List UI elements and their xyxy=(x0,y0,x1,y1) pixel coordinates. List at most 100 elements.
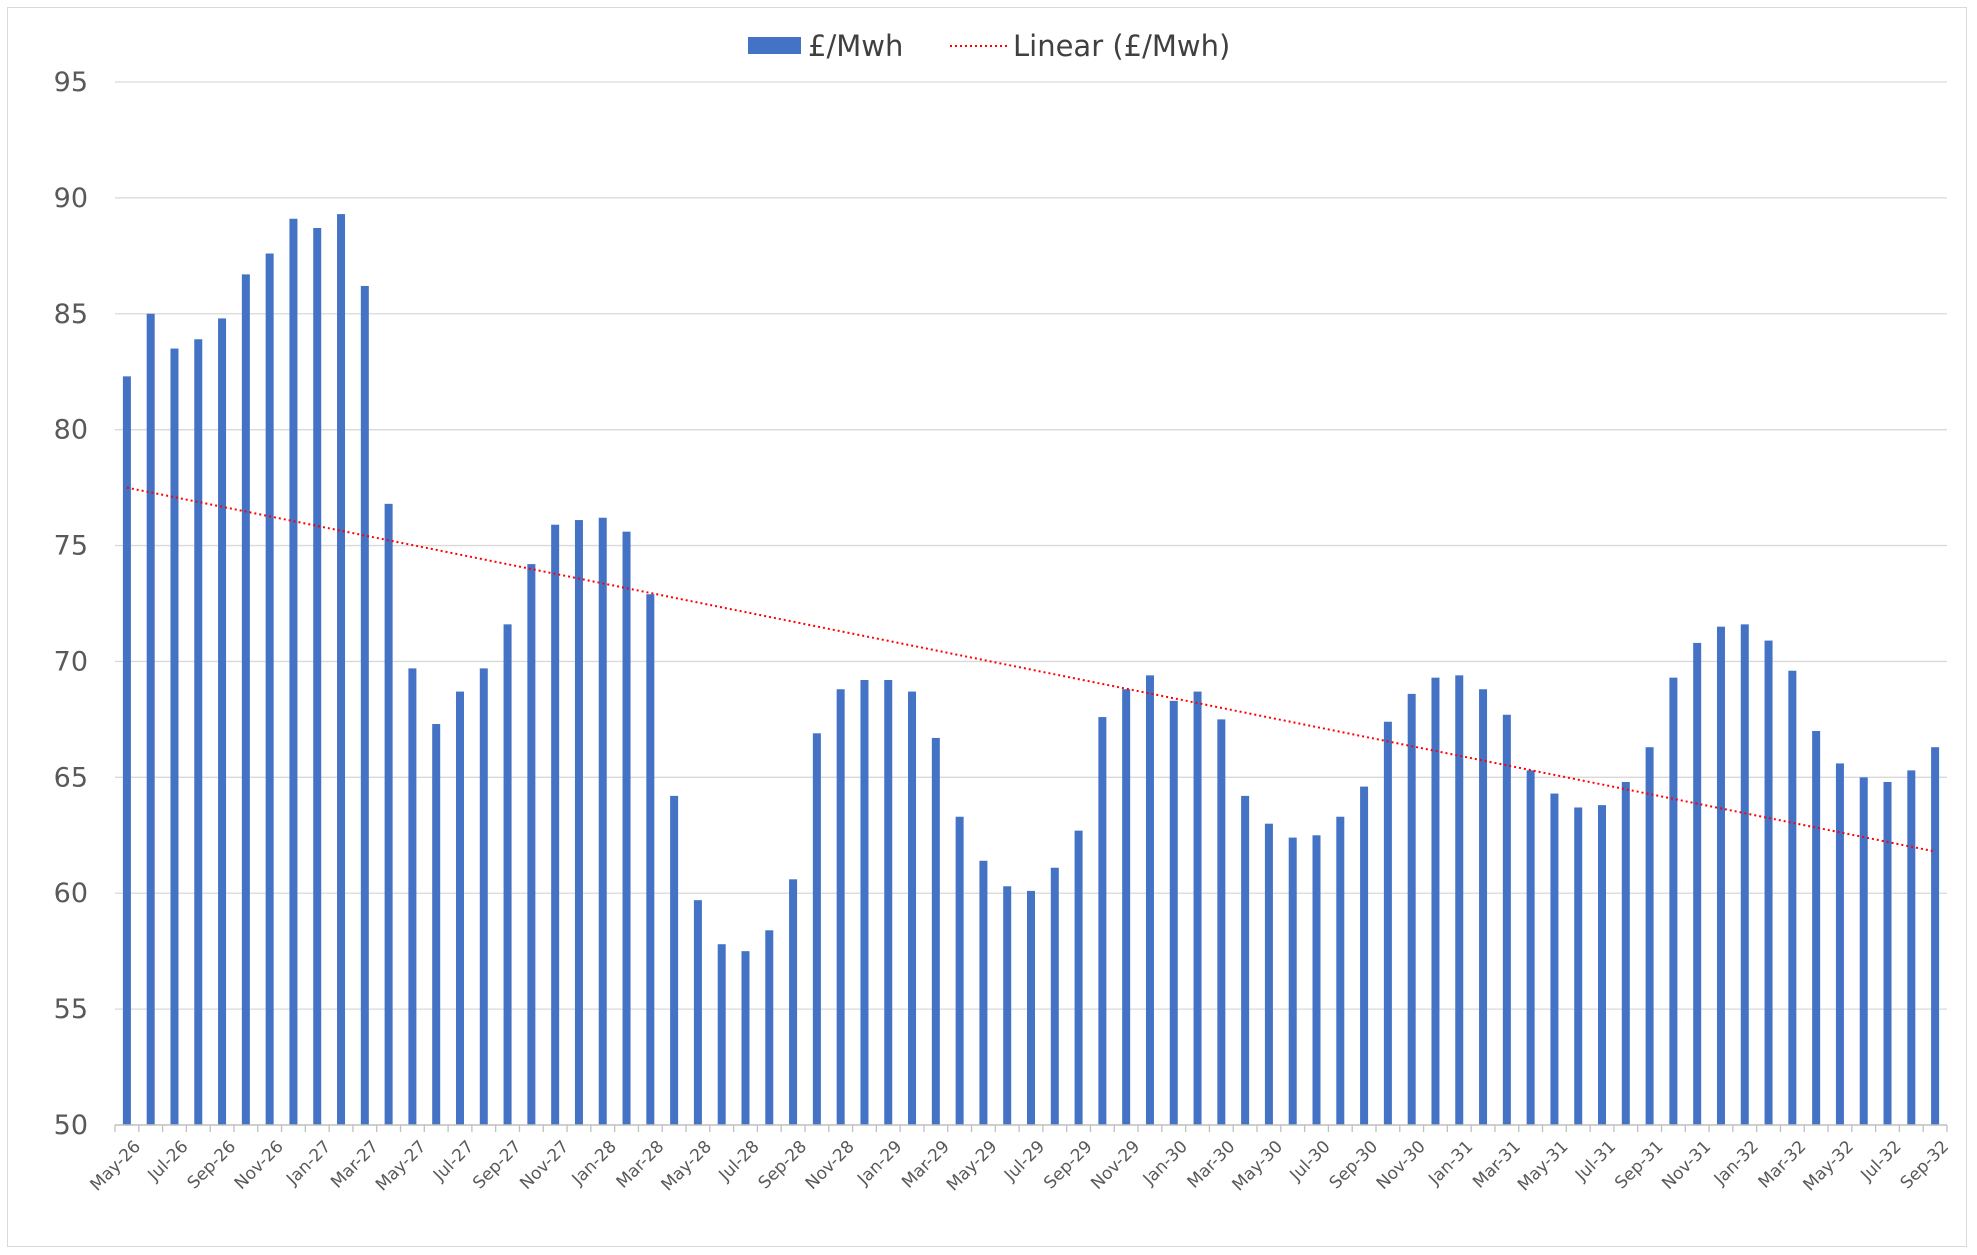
x-tick-label: Sep-32 xyxy=(1897,1137,1953,1193)
bar xyxy=(670,795,679,1125)
bar xyxy=(384,503,393,1125)
bar xyxy=(1312,835,1321,1125)
x-tick-label: May-27 xyxy=(372,1137,430,1195)
bar xyxy=(194,339,203,1126)
x-tick-label: Nov-31 xyxy=(1658,1137,1715,1194)
y-tick-label: 65 xyxy=(54,762,88,793)
bar xyxy=(931,737,940,1125)
bar xyxy=(432,724,441,1125)
y-tick-label: 70 xyxy=(54,646,88,677)
bar xyxy=(574,520,583,1125)
bar xyxy=(1812,730,1821,1125)
bar xyxy=(1098,717,1107,1125)
bar xyxy=(693,900,702,1125)
bar xyxy=(1550,793,1559,1125)
bar xyxy=(1027,890,1035,1125)
bar xyxy=(765,930,774,1125)
bar xyxy=(908,691,917,1125)
bar xyxy=(1336,816,1345,1125)
bar xyxy=(836,689,845,1125)
bar xyxy=(1431,677,1440,1125)
bar xyxy=(717,944,726,1125)
x-tick-label: May-28 xyxy=(658,1137,716,1195)
bar xyxy=(1883,781,1892,1125)
bar xyxy=(551,524,560,1125)
bar xyxy=(218,318,227,1125)
bar xyxy=(479,668,488,1125)
bar xyxy=(1693,642,1702,1125)
bar xyxy=(1241,795,1250,1125)
bar xyxy=(860,679,869,1125)
bar xyxy=(122,376,131,1125)
bar xyxy=(1264,823,1273,1125)
bar xyxy=(1217,719,1226,1125)
y-tick-label: 85 xyxy=(54,299,88,330)
bar xyxy=(289,218,298,1125)
bar xyxy=(1455,675,1464,1125)
x-tick-label: Jan-29 xyxy=(853,1137,906,1190)
bar xyxy=(337,214,346,1125)
x-tick-label: May-26 xyxy=(86,1137,144,1195)
bar xyxy=(1360,786,1369,1125)
y-tick-label: 55 xyxy=(54,994,88,1025)
x-axis xyxy=(114,1124,1948,1132)
y-tick-label: 60 xyxy=(54,878,88,909)
bar xyxy=(1050,867,1059,1125)
legend: £/Mwh Linear (£/Mwh) xyxy=(748,29,1230,63)
legend-swatch-bars xyxy=(748,37,801,54)
bar xyxy=(408,668,417,1125)
bar xyxy=(1598,805,1607,1125)
legend-label-trendline: Linear (£/Mwh) xyxy=(1013,29,1230,63)
x-tick-label: Sep-28 xyxy=(755,1137,811,1193)
bar-series xyxy=(122,214,1940,1126)
x-tick-label: Sep-30 xyxy=(1326,1137,1382,1193)
x-tick-label: May-29 xyxy=(943,1137,1001,1195)
bar xyxy=(741,951,750,1125)
x-tick-label: Nov-30 xyxy=(1373,1137,1430,1194)
y-tick-label: 75 xyxy=(54,531,88,562)
bar xyxy=(1479,689,1488,1125)
bar xyxy=(1931,747,1940,1125)
x-tick-label: Nov-27 xyxy=(516,1137,573,1194)
bar xyxy=(1621,781,1630,1125)
bar xyxy=(884,679,893,1125)
bar xyxy=(1907,770,1916,1125)
legend-label-bars: £/Mwh xyxy=(808,29,903,63)
bar xyxy=(1169,700,1178,1125)
trendline-group xyxy=(126,486,1936,853)
bar xyxy=(1526,770,1535,1125)
x-tick-label: Sep-26 xyxy=(184,1137,240,1193)
x-tick-label: Jan-31 xyxy=(1424,1137,1477,1190)
bar xyxy=(265,253,274,1125)
bar xyxy=(1122,689,1131,1125)
bar xyxy=(622,531,631,1125)
x-tick-label: Sep-29 xyxy=(1040,1137,1096,1193)
bar xyxy=(979,860,988,1125)
bar xyxy=(503,624,512,1125)
x-tick-label: May-32 xyxy=(1800,1137,1858,1195)
bar xyxy=(313,228,322,1125)
bar xyxy=(1645,747,1654,1125)
bar xyxy=(1740,624,1749,1125)
x-tick-label: Nov-28 xyxy=(802,1137,859,1194)
bar xyxy=(646,594,655,1125)
bar xyxy=(1145,675,1154,1125)
x-tick-label: Sep-31 xyxy=(1611,1137,1667,1193)
bar xyxy=(1193,691,1202,1125)
bar xyxy=(1859,777,1868,1125)
x-tick-label: Jan-30 xyxy=(1139,1137,1192,1190)
bar xyxy=(1574,807,1583,1125)
bar xyxy=(527,564,536,1125)
x-tick-label: Jan-32 xyxy=(1710,1137,1763,1190)
bar xyxy=(955,816,964,1125)
y-tick-label: 90 xyxy=(54,183,88,214)
y-tick-label: 95 xyxy=(54,67,88,98)
x-tick-label: May-30 xyxy=(1229,1137,1287,1195)
x-tick-label: Nov-29 xyxy=(1087,1137,1144,1194)
x-tick-label: Jan-28 xyxy=(568,1137,621,1190)
y-tick-label: 50 xyxy=(54,1110,88,1141)
bar xyxy=(360,285,369,1125)
x-tick-label: Sep-27 xyxy=(469,1137,525,1193)
gridlines xyxy=(115,81,1947,1010)
trendline xyxy=(126,486,1936,853)
